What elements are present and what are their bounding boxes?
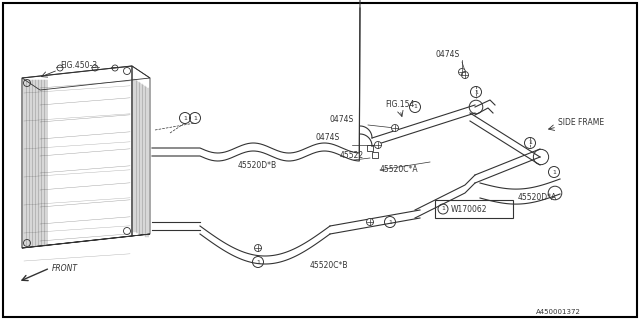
Text: 1: 1 bbox=[388, 220, 392, 225]
Text: W170062: W170062 bbox=[451, 205, 488, 214]
Text: 0474S: 0474S bbox=[330, 115, 355, 124]
Circle shape bbox=[458, 68, 465, 76]
Text: SIDE FRAME: SIDE FRAME bbox=[558, 118, 604, 127]
Text: 45522: 45522 bbox=[340, 151, 364, 160]
Text: A450001372: A450001372 bbox=[536, 309, 581, 315]
Text: 1: 1 bbox=[528, 140, 532, 146]
Circle shape bbox=[461, 71, 468, 78]
Text: 45520C*B: 45520C*B bbox=[310, 261, 349, 270]
Text: 45520D*B: 45520D*B bbox=[238, 161, 277, 170]
Text: 45520D*A: 45520D*A bbox=[518, 193, 557, 202]
Text: FIG.450-3: FIG.450-3 bbox=[60, 61, 97, 70]
Text: 1: 1 bbox=[474, 90, 478, 94]
Circle shape bbox=[367, 219, 374, 226]
Circle shape bbox=[255, 244, 262, 252]
Text: FIG.154: FIG.154 bbox=[385, 100, 414, 109]
Text: 0474S: 0474S bbox=[316, 133, 340, 142]
Text: 1: 1 bbox=[413, 105, 417, 109]
Text: 1: 1 bbox=[193, 116, 197, 121]
Text: 1: 1 bbox=[183, 116, 187, 121]
Circle shape bbox=[392, 124, 399, 132]
Text: 1: 1 bbox=[552, 170, 556, 174]
Circle shape bbox=[374, 141, 381, 148]
Text: 1: 1 bbox=[256, 260, 260, 265]
Text: 1: 1 bbox=[441, 206, 445, 212]
Text: 0474S: 0474S bbox=[435, 50, 460, 59]
Text: FRONT: FRONT bbox=[52, 264, 78, 273]
Text: 45520C*A: 45520C*A bbox=[380, 165, 419, 174]
